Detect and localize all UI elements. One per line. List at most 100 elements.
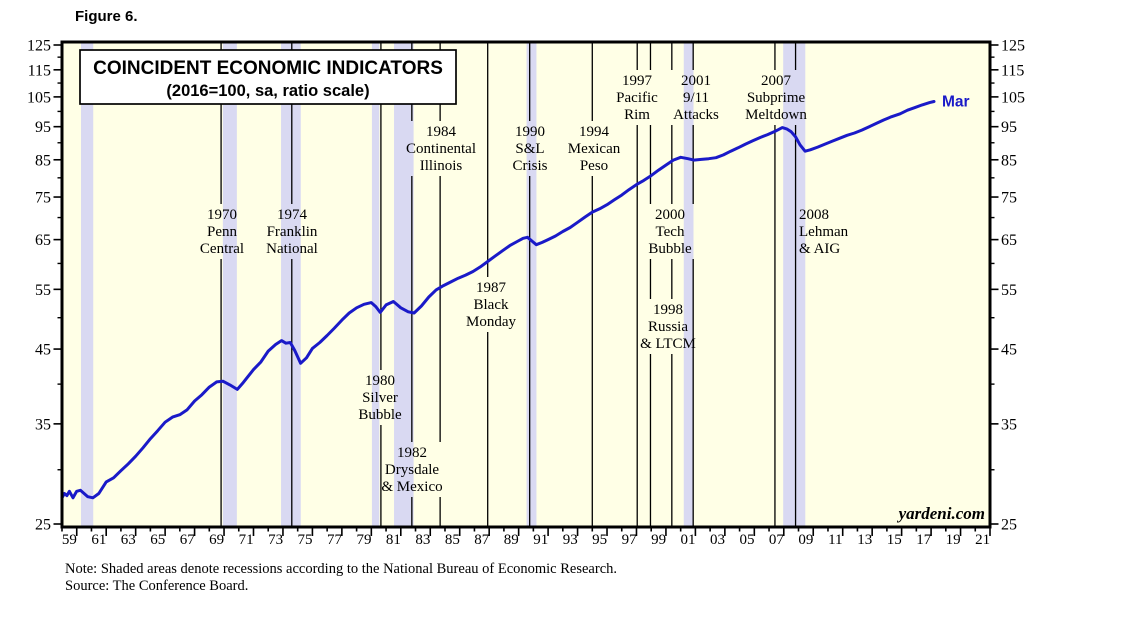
x-axis-label: 17	[916, 532, 932, 548]
x-axis-label: 19	[946, 532, 961, 548]
x-axis-label: 89	[504, 532, 519, 548]
event-label: Rim	[624, 107, 650, 123]
y-axis-label-left: 115	[28, 62, 51, 79]
watermark-text: yardeni.com	[897, 504, 985, 523]
event-label: & AIG	[799, 241, 840, 257]
event-label: 2008	[799, 207, 829, 223]
event-label: & LTCM	[640, 336, 696, 352]
event-label: Peso	[580, 158, 608, 174]
event-label: 1984	[426, 124, 457, 140]
y-axis-label-right: 45	[1001, 342, 1017, 359]
y-axis-label-right: 35	[1001, 416, 1017, 433]
y-axis-label-left: 75	[35, 190, 51, 207]
y-axis-label-left: 25	[35, 517, 51, 534]
x-axis-label: 03	[710, 532, 725, 548]
x-axis-label: 67	[180, 532, 196, 548]
recession-band	[683, 43, 694, 526]
x-axis-label: 81	[386, 532, 401, 548]
recession-band	[394, 43, 414, 526]
x-axis-label: 87	[474, 532, 490, 548]
plot-background	[62, 42, 990, 527]
event-label: Silver	[362, 390, 398, 406]
event-label: Central	[200, 241, 244, 257]
event-label: 1997	[622, 73, 653, 89]
x-axis-label: 85	[445, 532, 460, 548]
event-label: Russia	[648, 319, 688, 335]
x-axis-label: 99	[651, 532, 666, 548]
y-axis-label-left: 45	[35, 342, 51, 359]
x-axis-label: 73	[268, 532, 283, 548]
event-label: Attacks	[673, 107, 719, 123]
x-axis-label: 05	[739, 532, 754, 548]
y-axis-label-left: 105	[27, 89, 51, 106]
y-axis-label-right: 105	[1001, 89, 1025, 106]
event-label: S&L	[515, 141, 544, 157]
x-axis-label: 79	[356, 532, 371, 548]
recession-band	[81, 43, 94, 526]
x-axis-label: 65	[150, 532, 165, 548]
event-label: 2001	[681, 73, 711, 89]
event-label: National	[266, 241, 318, 257]
y-axis-label-left: 95	[35, 119, 51, 136]
x-axis-label: 59	[62, 532, 77, 548]
recession-band	[281, 43, 301, 526]
recession-band	[222, 43, 237, 526]
x-axis-label: 93	[563, 532, 578, 548]
x-axis-label: 13	[857, 532, 872, 548]
x-axis-label: 83	[415, 532, 430, 548]
y-axis-label-left: 85	[35, 152, 51, 169]
chart-subtitle: (2016=100, sa, ratio scale)	[166, 82, 369, 100]
recession-band	[526, 43, 537, 526]
y-axis-label-left: 55	[35, 282, 51, 299]
event-label: Illinois	[420, 158, 463, 174]
event-label: Penn	[207, 224, 238, 240]
chart-title: COINCIDENT ECONOMIC INDICATORS	[93, 58, 443, 79]
event-label: 1987	[476, 280, 507, 296]
y-axis-label-right: 125	[1001, 38, 1025, 55]
x-axis-label: 75	[298, 532, 313, 548]
event-label: Bubble	[358, 407, 402, 423]
x-axis-label: 61	[91, 532, 106, 548]
series-end-label: Mar	[942, 93, 970, 110]
figure-label: Figure 6.	[75, 8, 138, 25]
event-label: Bubble	[648, 241, 692, 257]
event-label: 9/11	[683, 90, 709, 106]
x-axis-label: 95	[592, 532, 607, 548]
event-label: Continental	[406, 141, 476, 157]
title-box	[79, 49, 457, 105]
event-label: Lehman	[799, 224, 849, 240]
event-label: 1998	[653, 302, 683, 318]
x-axis-label: 69	[209, 532, 224, 548]
event-label: 1974	[277, 207, 308, 223]
event-label: & Mexico	[381, 479, 442, 495]
y-axis-label-right: 25	[1001, 517, 1017, 534]
event-label: Drysdale	[385, 462, 439, 478]
note-text: Note: Shaded areas denote recessions acc…	[65, 561, 618, 577]
x-axis-label: 91	[533, 532, 548, 548]
y-axis-label-right: 115	[1001, 62, 1024, 79]
event-label: Black	[474, 297, 509, 313]
recession-band	[371, 43, 380, 526]
recession-band	[783, 43, 806, 526]
event-label: 1982	[397, 445, 427, 461]
event-label: Franklin	[267, 224, 318, 240]
y-axis-label-left: 35	[35, 416, 51, 433]
chart-frame	[60, 40, 992, 529]
event-label: 1990	[515, 124, 545, 140]
x-axis-label: 09	[798, 532, 813, 548]
x-axis-label: 77	[327, 532, 343, 548]
event-label: 1994	[579, 124, 610, 140]
x-axis-label: 11	[828, 532, 842, 548]
source-text: Source: The Conference Board.	[65, 578, 249, 594]
footnotes: Note: Shaded areas denote recessions acc…	[65, 561, 617, 595]
event-label: Subprime	[747, 90, 806, 106]
x-axis-label: 97	[622, 532, 638, 548]
event-label: 2000	[655, 207, 685, 223]
y-axis-label-right: 65	[1001, 232, 1017, 249]
x-axis-label: 21	[975, 532, 990, 548]
y-axis-label-right: 55	[1001, 282, 1017, 299]
y-axis-label-right: 85	[1001, 152, 1017, 169]
event-label: Mexican	[568, 141, 621, 157]
